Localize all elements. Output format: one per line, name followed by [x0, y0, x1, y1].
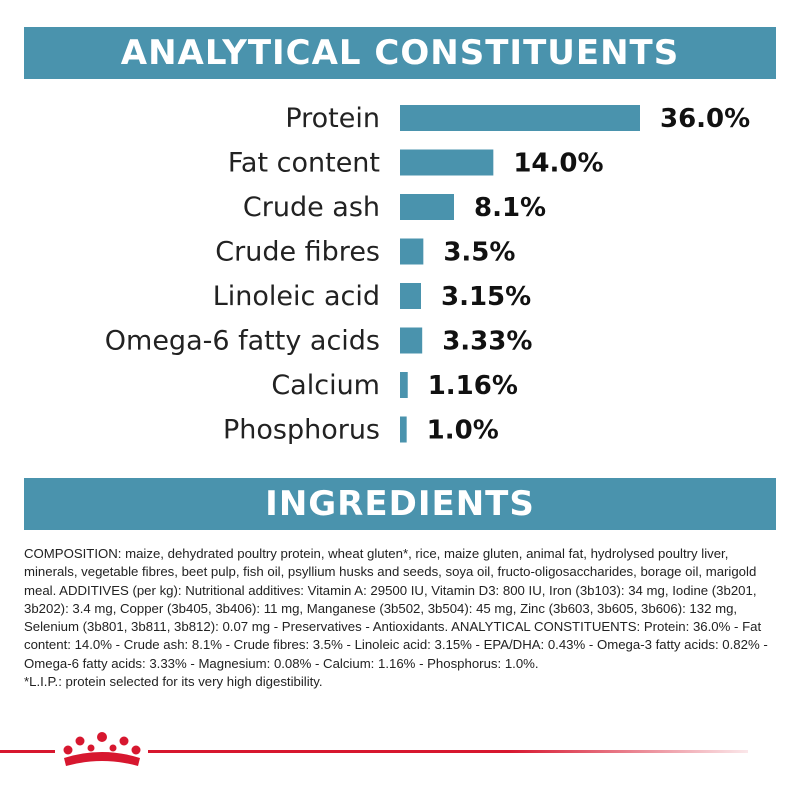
value-label: 14.0% [513, 149, 603, 179]
category-label: Phosphorus [223, 415, 380, 446]
bar [400, 105, 640, 131]
royal-canin-crown-icon [63, 732, 141, 766]
value-label: 8.1% [474, 193, 546, 223]
value-label: 3.15% [441, 282, 531, 312]
bar [400, 283, 421, 309]
ingredients-title: INGREDIENTS [265, 484, 535, 524]
category-label: Crude fibres [215, 237, 380, 268]
bar [400, 194, 454, 220]
category-label: Omega-6 fatty acids [105, 326, 380, 357]
category-label: Crude ash [243, 192, 380, 223]
analytical-constituents-banner: ANALYTICAL CONSTITUENTS [24, 27, 776, 79]
category-label: Linoleic acid [213, 281, 380, 312]
bar [400, 149, 494, 176]
value-label: 1.16% [428, 371, 518, 401]
bar [400, 327, 423, 354]
category-label: Fat content [228, 148, 380, 179]
constituents-bar-chart: Protein 36.0% Fat content 14.0% Crude ash 8.1… [105, 103, 750, 446]
ingredients-block: COMPOSITION: maize, dehydrated poultry p… [24, 545, 776, 691]
lip-footnote: *L.I.P.: protein selected for its very h… [24, 674, 323, 690]
bar [400, 416, 407, 443]
footer-red-line-right [148, 750, 748, 753]
value-label: 1.0% [427, 416, 499, 446]
value-label: 3.5% [443, 238, 515, 268]
analytical-constituents-title: ANALYTICAL CONSTITUENTS [120, 33, 680, 73]
footer-red-line-left [0, 750, 55, 753]
category-label: Calcium [271, 370, 380, 401]
category-label: Protein [285, 103, 380, 134]
value-label: 36.0% [660, 104, 750, 134]
composition-text: COMPOSITION: maize, dehydrated poultry p… [24, 546, 768, 671]
bar [400, 372, 408, 398]
bar [400, 238, 424, 265]
value-label: 3.33% [442, 327, 532, 357]
ingredients-banner: INGREDIENTS [24, 478, 776, 530]
